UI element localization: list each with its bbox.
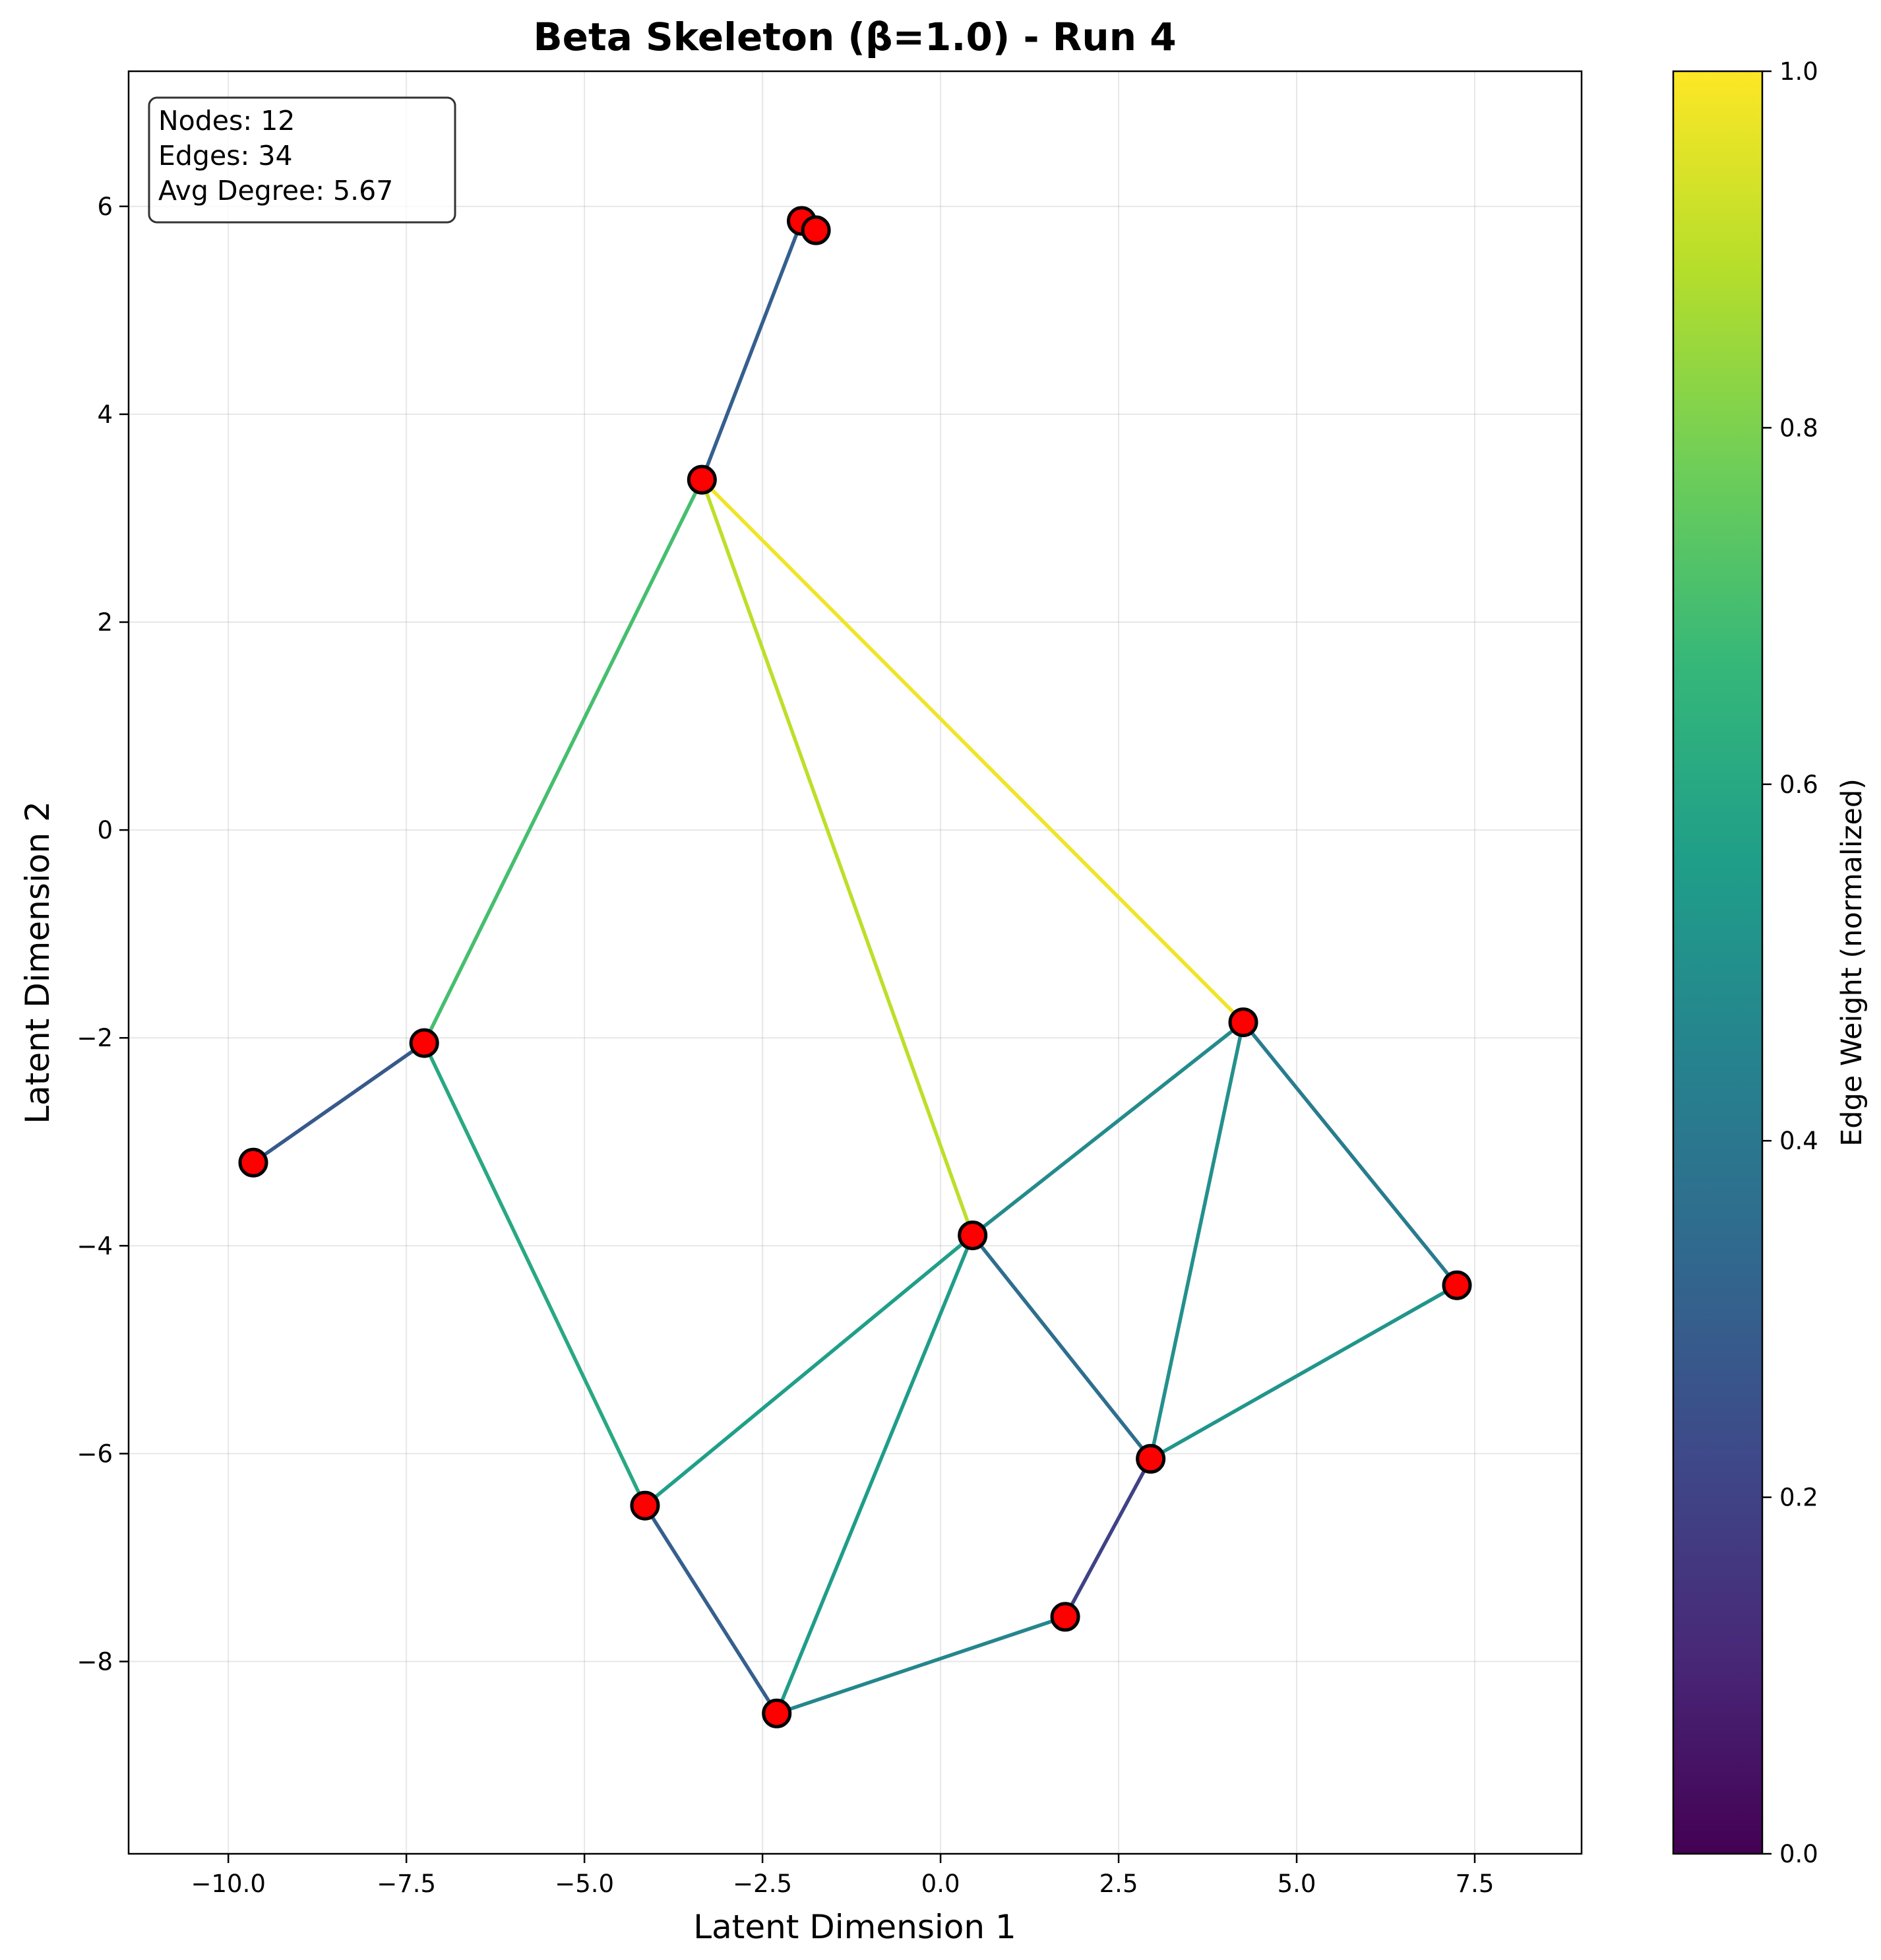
graph-edge bbox=[1063, 1457, 1153, 1619]
graph-node bbox=[409, 1028, 439, 1058]
graph-edge bbox=[422, 1041, 647, 1507]
y-tick-label: −6 bbox=[77, 1439, 113, 1468]
y-tick-label: −8 bbox=[77, 1648, 113, 1676]
graph-edge bbox=[251, 1041, 426, 1165]
colorbar-ticks: 0.0 0.2 0.4 0.6 0.8 1.0 bbox=[1762, 57, 1818, 1868]
graph-node bbox=[238, 1147, 268, 1178]
graph-edge bbox=[643, 1233, 975, 1507]
x-tick-label: 7.5 bbox=[1456, 1870, 1495, 1898]
chart-title: Beta Skeleton (β=1.0) - Run 4 bbox=[533, 15, 1176, 59]
colorbar-tick-label: 0.0 bbox=[1779, 1840, 1818, 1868]
graph-edge bbox=[700, 478, 975, 1238]
stats-avg-degree: Avg Degree: 5.67 bbox=[158, 175, 393, 206]
stats-box: Nodes: 12 Edges: 34 Avg Degree: 5.67 bbox=[148, 96, 456, 224]
colorbar-gradient bbox=[1672, 70, 1764, 1855]
y-tick-label: 0 bbox=[97, 816, 113, 844]
graph-node bbox=[630, 1490, 660, 1521]
graph-edge bbox=[700, 219, 804, 482]
graph-node bbox=[687, 464, 717, 495]
graph-edge bbox=[1148, 1020, 1245, 1461]
y-axis-label: Latent Dimension 2 bbox=[18, 801, 57, 1124]
graph-edge bbox=[1148, 1283, 1459, 1461]
grid bbox=[129, 71, 1582, 1854]
y-tick-label: −4 bbox=[77, 1232, 113, 1260]
stats-edges: Edges: 34 bbox=[158, 140, 293, 172]
x-axis-label: Latent Dimension 1 bbox=[693, 1908, 1016, 1946]
edges bbox=[251, 219, 1459, 1716]
x-tick-label: −2.5 bbox=[733, 1870, 792, 1898]
y-tick-label: 6 bbox=[97, 193, 113, 221]
plot-area bbox=[127, 70, 1583, 1855]
colorbar-tick-label: 0.4 bbox=[1779, 1127, 1818, 1155]
graph-node bbox=[762, 1698, 792, 1728]
colorbar-label: Edge Weight (normalized) bbox=[1835, 778, 1868, 1147]
graph-node bbox=[1050, 1602, 1080, 1632]
x-tick-label: 5.0 bbox=[1278, 1870, 1316, 1898]
graph-edge bbox=[774, 1615, 1067, 1716]
colorbar-tick-label: 1.0 bbox=[1779, 57, 1818, 86]
graph-node bbox=[1228, 1007, 1258, 1038]
graph-node bbox=[958, 1220, 988, 1251]
graph-edge bbox=[643, 1503, 779, 1716]
x-tick-label: 0.0 bbox=[921, 1870, 960, 1898]
y-tick-label: 4 bbox=[97, 400, 113, 429]
y-tick-label: 2 bbox=[97, 608, 113, 637]
x-tick-label: 2.5 bbox=[1099, 1870, 1138, 1898]
x-axis: −10.0 −7.5 −5.0 −2.5 0.0 2.5 5.0 7.5 bbox=[191, 1854, 1494, 1898]
colorbar-tick-label: 0.6 bbox=[1779, 771, 1818, 799]
graph-edge bbox=[700, 478, 1245, 1025]
graph-edge bbox=[422, 478, 704, 1045]
colorbar-tick-label: 0.8 bbox=[1779, 414, 1818, 442]
graph-node bbox=[801, 215, 831, 245]
colorbar-tick-label: 0.2 bbox=[1779, 1484, 1818, 1512]
y-tick-label: −2 bbox=[77, 1024, 113, 1052]
graph-node bbox=[1136, 1443, 1166, 1474]
graph-edge bbox=[774, 1233, 975, 1716]
graph-edge bbox=[970, 1020, 1245, 1238]
x-tick-label: −5.0 bbox=[555, 1870, 614, 1898]
x-tick-label: −7.5 bbox=[377, 1870, 436, 1898]
stats-box-background bbox=[148, 96, 456, 224]
colorbar: 0.0 0.2 0.4 0.6 0.8 1.0 Edge Weight (normaliz… bbox=[1672, 57, 1868, 1868]
graph-edge bbox=[970, 1233, 1153, 1461]
nodes bbox=[238, 206, 1472, 1728]
graph-node bbox=[1442, 1270, 1472, 1300]
x-tick-label: −10.0 bbox=[191, 1870, 265, 1898]
stats-nodes: Nodes: 12 bbox=[158, 105, 295, 137]
y-axis: −8 −6 −4 −2 0 2 4 6 bbox=[77, 193, 129, 1676]
graph-edge bbox=[1241, 1020, 1459, 1287]
